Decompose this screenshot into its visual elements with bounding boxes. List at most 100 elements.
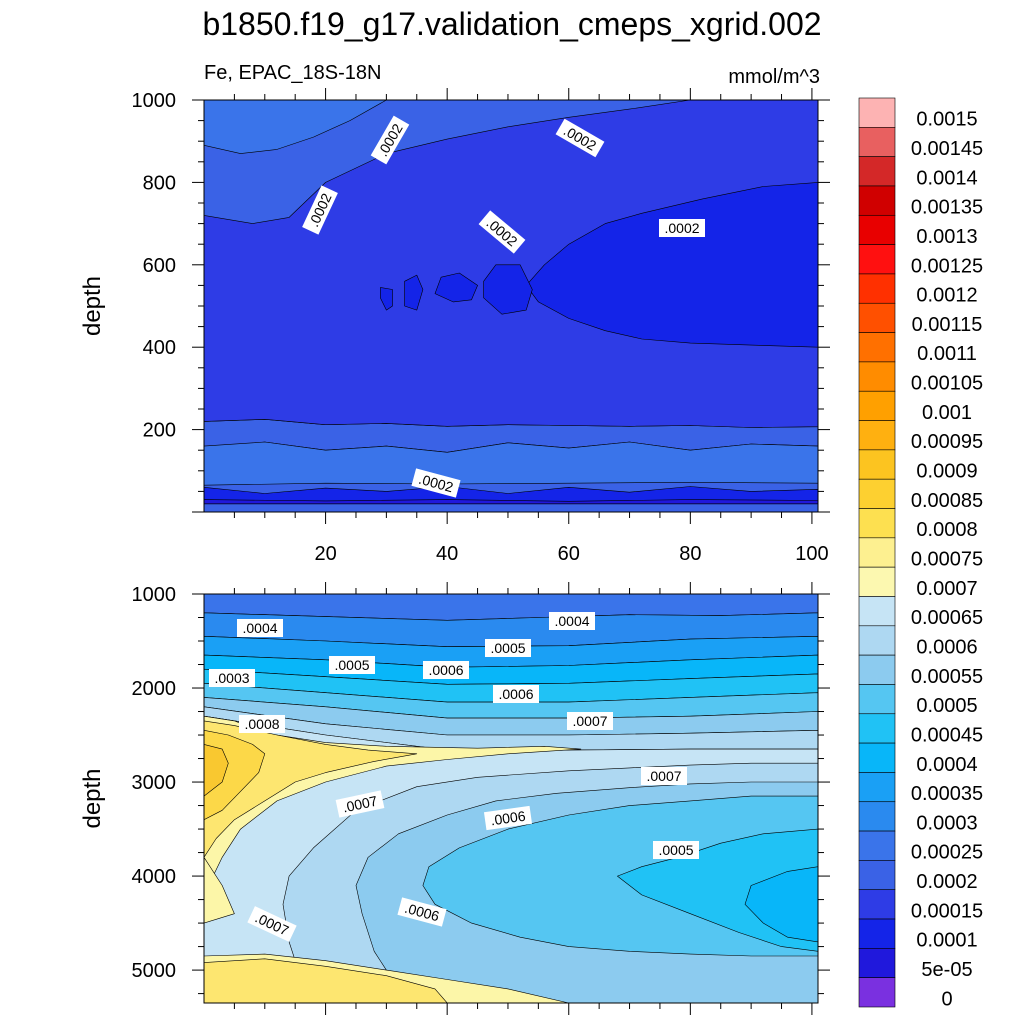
y-tick-label: 4000 xyxy=(132,866,177,888)
colorbar-swatch xyxy=(858,302,896,333)
contour-panel-bottom: 1000 2000 3000 4000 5000 depth .0004 .0005 .0006… xyxy=(79,582,830,1015)
contour-level-6 xyxy=(483,264,533,315)
colorbar-label: 0.00135 xyxy=(911,197,983,219)
contour-level-10 xyxy=(204,486,818,505)
contour-label-box xyxy=(329,656,375,674)
colorbar-label: 0.0007 xyxy=(916,578,977,600)
colorbar-swatch xyxy=(858,713,896,744)
colorbar-swatch xyxy=(858,273,896,304)
x-tick-label: 80 xyxy=(679,543,701,565)
contour-label: .0006 xyxy=(423,661,469,679)
colorbar-swatch xyxy=(858,801,896,832)
colorbar-label: 0.00125 xyxy=(911,255,983,277)
contour-label-box xyxy=(209,669,255,687)
contour-label: .0003 xyxy=(209,669,255,687)
colorbar-swatch xyxy=(858,332,896,363)
colorbar-label: 0.001 xyxy=(922,402,972,424)
chart-title: b1850.f19_g17.validation_cmeps_xgrid.002 xyxy=(202,6,822,42)
contour-label-box xyxy=(653,841,699,859)
x-tick-label: 20 xyxy=(314,543,336,565)
contour-level-12 xyxy=(204,744,229,797)
colorbar-label: 0.0011 xyxy=(917,343,977,365)
colorbar-label: 0.00055 xyxy=(911,666,983,688)
contour-label: .0007 xyxy=(567,712,613,730)
contour-label-box xyxy=(237,619,283,637)
contour-level-17 xyxy=(744,866,818,943)
colorbar-label: 0.00145 xyxy=(911,138,983,160)
contour-label: .0005 xyxy=(329,656,375,674)
contour-label-box xyxy=(423,661,469,679)
colorbar-swatch xyxy=(858,977,896,1008)
contour-label-box xyxy=(247,906,297,942)
colorbar-label: 0.0015 xyxy=(916,109,977,131)
contour-label-text: .0006 xyxy=(490,808,527,829)
contour-label-box xyxy=(335,790,385,818)
colorbar-swatch xyxy=(858,478,896,509)
x-tick-label: 100 xyxy=(795,543,828,565)
colorbar: 0.0015 0.00145 0.0014 0.00135 0.0013 0.00125 0… xyxy=(858,97,983,1010)
colorbar-swatch xyxy=(858,918,896,949)
colorbar-swatch xyxy=(858,390,896,421)
contour-label-text: .0005 xyxy=(658,842,693,858)
colorbar-label: 0.00015 xyxy=(911,900,983,922)
colorbar-swatch xyxy=(858,508,896,539)
contour-label-text: .0007 xyxy=(341,792,379,815)
colorbar-label: 0 xyxy=(941,988,952,1010)
contour-label-text: .0004 xyxy=(554,613,589,629)
colorbar-swatch xyxy=(858,772,896,803)
y-tick-label: 2000 xyxy=(132,678,177,700)
contour-label: .0007 xyxy=(335,790,385,818)
contour-level-9 xyxy=(380,287,393,311)
contour-label-box xyxy=(397,897,447,927)
colorbar-swatch xyxy=(858,127,896,157)
contour-label-box xyxy=(239,715,285,733)
colorbar-label: 0.00065 xyxy=(911,607,983,629)
contour-label-box xyxy=(478,210,526,254)
colorbar-swatch xyxy=(858,449,896,480)
y-tick-label: 1000 xyxy=(132,584,177,606)
contour-label-box xyxy=(493,685,539,703)
variable-region-label: Fe, EPAC_18S-18N xyxy=(204,62,382,84)
contour-label: .0002 xyxy=(478,210,526,254)
contour-label-text: .0003 xyxy=(214,670,249,686)
contour-label: .0005 xyxy=(485,639,531,657)
y-tick-label: 1000 xyxy=(132,90,177,112)
colorbar-label: 0.00075 xyxy=(911,549,983,571)
contour-panel-top: 20 40 60 80 100 200 400 600 800 1000 depth .0002 .00… xyxy=(79,88,830,565)
colorbar-swatch xyxy=(858,537,896,568)
plot-frame xyxy=(203,593,819,1004)
colorbar-label: 0.00045 xyxy=(911,724,983,746)
contour-label-text: .0005 xyxy=(334,657,369,673)
colorbar-swatch xyxy=(858,420,896,451)
colorbar-swatch xyxy=(858,596,896,627)
contour-label-text: .0004 xyxy=(242,620,277,636)
contour-label-box xyxy=(555,118,605,158)
colorbar-label: 0.0001 xyxy=(916,930,977,952)
contour-label-text: .0007 xyxy=(646,768,681,784)
y-tick-label: 400 xyxy=(143,337,176,359)
colorbar-label: 0.0012 xyxy=(916,285,977,307)
y-tick-label: 800 xyxy=(143,172,176,194)
contour-label-box xyxy=(411,468,461,498)
colorbar-label: 0.00035 xyxy=(911,783,983,805)
colorbar-swatch xyxy=(858,185,896,216)
contour-label-box xyxy=(485,639,531,657)
contour-label: .0004 xyxy=(549,612,595,630)
contour-label-text: .0005 xyxy=(490,640,525,656)
contour-label: .0008 xyxy=(239,715,285,733)
x-tick-label: 40 xyxy=(436,543,458,565)
colorbar-label: 0.0005 xyxy=(916,695,977,717)
contour-level-5 xyxy=(525,182,818,348)
colorbar-swatch xyxy=(858,889,896,920)
colorbar-label: 5e-05 xyxy=(921,959,972,981)
colorbar-label: 0.0002 xyxy=(916,871,977,893)
colorbar-label: 0.0009 xyxy=(916,461,977,483)
contour-level-4 xyxy=(204,100,387,154)
colorbar-swatch xyxy=(858,948,896,978)
colorbar-label: 0.0013 xyxy=(916,226,977,248)
colorbar-label: 0.00095 xyxy=(911,431,983,453)
contour-label: .0005 xyxy=(653,841,699,859)
units-label: mmol/m^3 xyxy=(728,66,820,88)
contour-fills xyxy=(204,100,818,512)
contour-label: .0007 xyxy=(641,767,687,785)
